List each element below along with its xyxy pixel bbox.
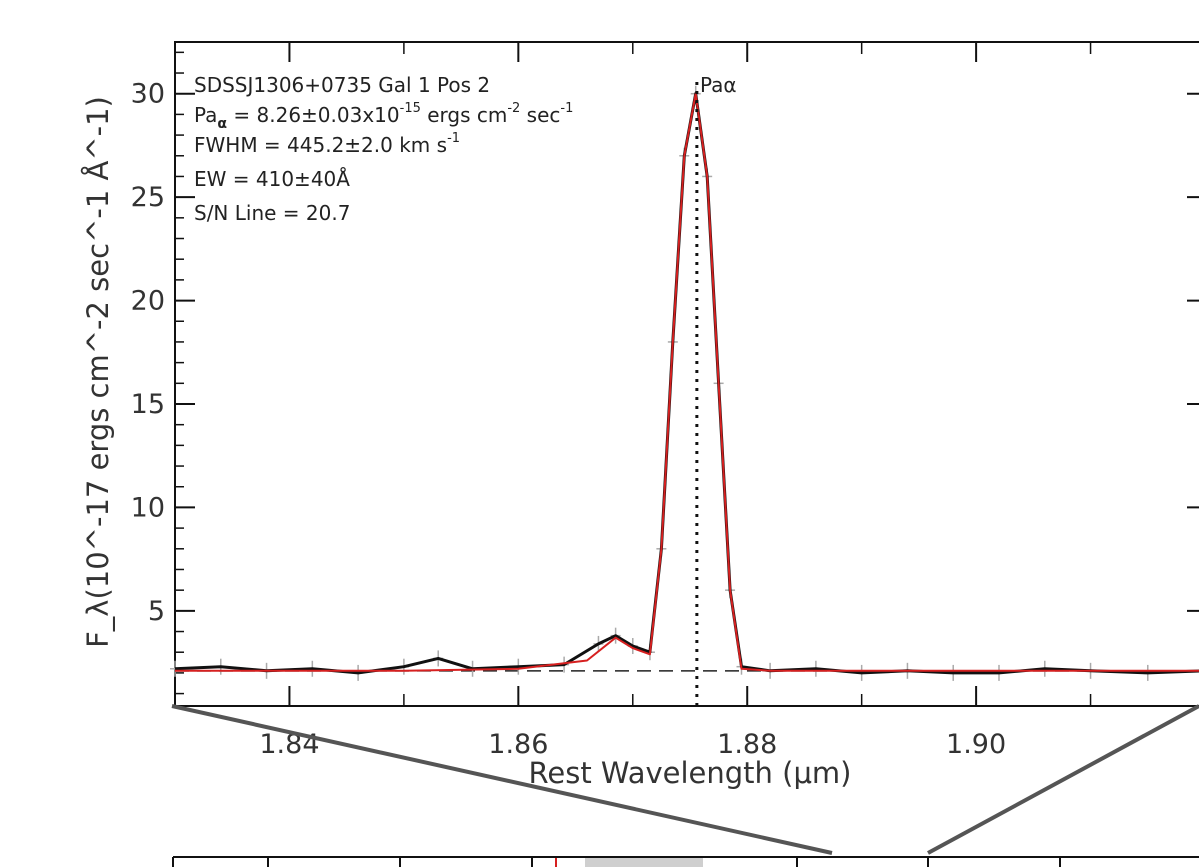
annotation-flux: Paα = 8.26±0.03x10-15 ergs cm-2 sec-1 [194,101,573,132]
zoom-line-right [927,704,1199,855]
y-tick-label: 30 [131,79,165,110]
annotation-fwhm-value: FWHM = 445.2±2.0 km s [194,133,447,157]
zoom-line-left [171,704,833,855]
y-tick-label: 20 [131,286,165,317]
annotation-fwhm: FWHM = 445.2±2.0 km s-1 [194,131,460,157]
bottom-panel-highlight [585,858,703,867]
annotation-object: SDSSJ1306+0735 Gal 1 Pos 2 [194,73,490,97]
x-axis-title: Rest Wavelength (μm) [529,756,852,790]
annotation-fwhm-exp: -1 [447,131,460,146]
annotation-flux-sub: α [217,116,227,132]
y-tick-label: 5 [148,596,165,627]
annotation-flux-pa: Pa [194,103,217,127]
y-tick-labels: 5 10 15 20 25 30 [131,79,165,627]
axis-ticks [174,42,1199,706]
bottom-panel-ticks [267,857,1061,867]
annotation-ew: EW = 410±40Å [194,167,350,191]
x-tick-label: 1.88 [717,729,777,760]
y-tick-label: 25 [131,182,165,213]
y-axis-title: F_λ(10^-17 ergs cm^-2 sec^-1 Å^-1) [81,96,115,648]
annotation-flux-exp2: -2 [507,101,520,116]
y-tick-label: 10 [131,492,165,523]
x-tick-label: 1.90 [946,729,1006,760]
plot-frame [174,41,1199,707]
annotation-flux-units2: sec [520,103,560,127]
annotation-line-label: Paα [700,73,737,97]
series-line [175,92,1199,672]
annotation-flux-exp: -15 [400,101,421,116]
annotation-flux-value: = 8.26±0.03x10 [227,103,400,127]
annotation-flux-units: ergs cm [421,103,507,127]
y-tick-label: 15 [131,389,165,420]
x-tick-label: 1.86 [488,729,548,760]
bottom-panel [172,856,1199,867]
series-group [174,92,1199,675]
annotation-sn: S/N Line = 20.7 [194,201,350,225]
annotation-flux-exp3: -1 [560,101,573,116]
